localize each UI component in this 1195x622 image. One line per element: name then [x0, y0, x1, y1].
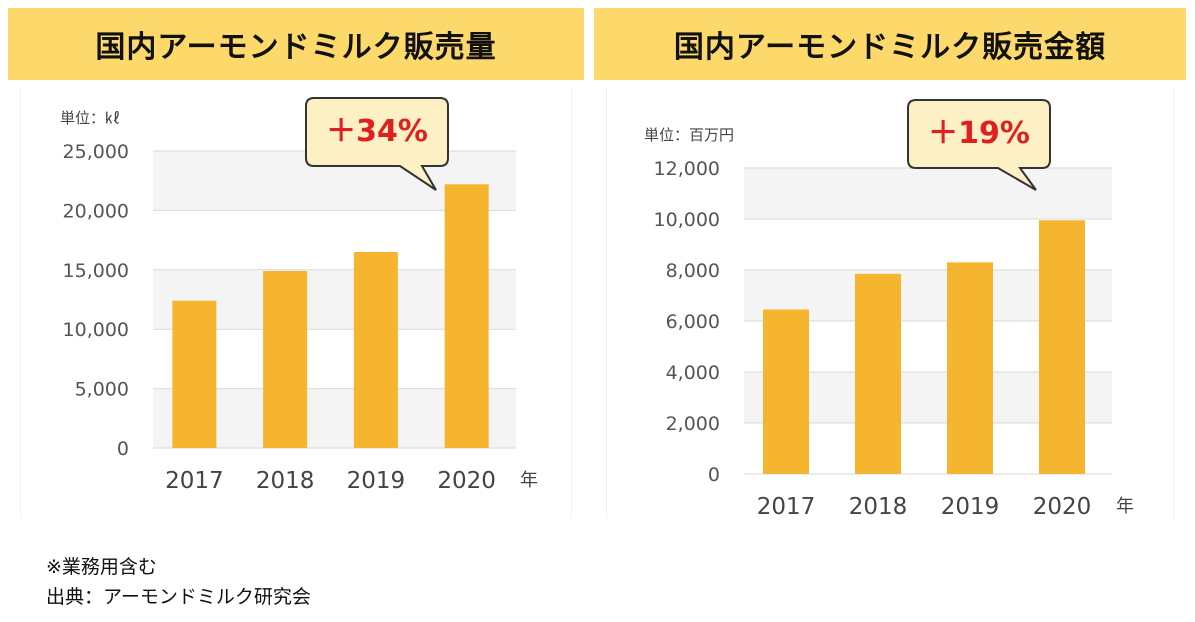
volume-x-tick-label: 2020	[437, 468, 496, 494]
sales-chart-title: 国内アーモンドミルク販売金額	[594, 8, 1186, 80]
sales-y-tick-label: 12,000	[654, 158, 720, 180]
sales-x-tick-label: 2017	[757, 494, 816, 520]
sales-x-tick-label: 2020	[1033, 494, 1092, 520]
volume-y-tick-label: 5,000	[75, 379, 129, 401]
sales-unit-label: 単位：百万円	[644, 126, 734, 144]
volume-y-tick-label: 15,000	[63, 260, 129, 282]
volume-bar-2017	[172, 300, 217, 448]
sales-x-axis-suffix: 年	[1116, 496, 1134, 517]
volume-bar-2020	[444, 184, 489, 448]
volume-x-tick-label: 2017	[165, 468, 224, 494]
volume-y-tick-label: 25,000	[63, 141, 129, 163]
sales-bar-2017	[763, 309, 809, 474]
sales-y-tick-label: 0	[708, 464, 720, 486]
volume-bar-2019	[353, 251, 398, 448]
sales-bar-2020	[1039, 220, 1085, 474]
sales-y-tick-label: 6,000	[666, 311, 720, 333]
volume-x-tick-label: 2018	[256, 468, 315, 494]
speech-bubble-icon	[305, 97, 449, 191]
sales-bar-chart: 0 2,000 4,000 6,000 8,000 10,000 12,000 単位：百万円 2…	[644, 126, 1134, 520]
volume-bar-2018	[263, 270, 308, 448]
volume-x-tick-label: 2019	[347, 468, 406, 494]
sales-growth-callout: ＋19%	[906, 98, 1052, 191]
volume-chart-title: 国内アーモンドミルク販売量	[8, 8, 584, 80]
note-business-use: ※業務用含む	[46, 556, 157, 578]
sales-growth-label: ＋19%	[928, 116, 1030, 151]
volume-growth-callout: ＋34%	[304, 96, 450, 191]
volume-y-tick-label: 0	[117, 438, 129, 460]
sales-chart-panel: 国内アーモンドミルク販売金額 0 2,000 4,000 6,000 8,000 10,0…	[594, 8, 1186, 520]
volume-chart-panel: 国内アーモンドミルク販売量 0 5,000 10,000 15,000 20,000 25…	[8, 8, 584, 518]
volume-bar-chart: 0 5,000 10,000 15,000 20,000 25,000 単位：㎘ 2017 20…	[60, 109, 538, 494]
sales-x-tick-label: 2018	[849, 494, 908, 520]
volume-y-tick-label: 20,000	[63, 200, 129, 222]
note-source: 出典：アーモンドミルク研究会	[46, 586, 311, 608]
volume-y-tick-label: 10,000	[63, 319, 129, 341]
sales-grid-band	[744, 168, 1112, 219]
sales-bar-2018	[855, 273, 901, 474]
sales-y-tick-label: 4,000	[666, 362, 720, 384]
sales-y-tick-label: 2,000	[666, 413, 720, 435]
volume-x-axis-suffix: 年	[520, 470, 538, 491]
volume-growth-label: ＋34%	[326, 114, 428, 149]
sales-y-tick-label: 10,000	[654, 209, 720, 231]
sales-x-tick-label: 2019	[941, 494, 1000, 520]
sales-bar-2019	[947, 262, 993, 474]
speech-bubble-icon	[907, 99, 1051, 191]
volume-unit-label: 単位：㎘	[60, 109, 120, 127]
sales-y-tick-label: 8,000	[666, 260, 720, 282]
